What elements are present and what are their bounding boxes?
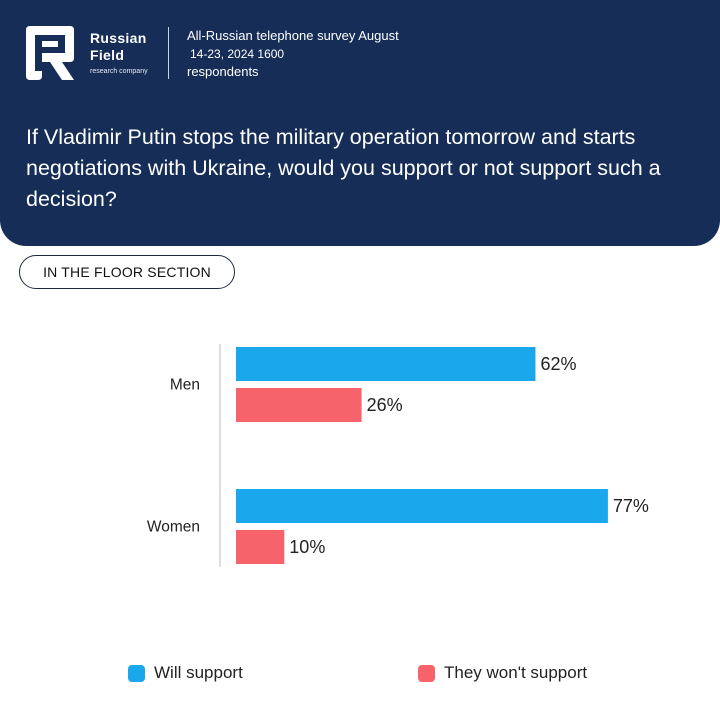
brand-name-line1: Russian (90, 30, 147, 46)
legend-label-support: Will support (154, 663, 243, 682)
category-label-men: Men (170, 377, 200, 394)
survey-info-line1: All-Russian telephone survey August (187, 28, 399, 43)
bar-women-oppose (236, 530, 285, 564)
brand-text: Russian Field research company (90, 30, 148, 77)
legend-swatch-support (128, 664, 145, 682)
bar-women-support (236, 489, 608, 523)
legend-item-support: Will support (128, 663, 243, 683)
value-label-men-oppose: 26% (367, 395, 403, 415)
value-label-women-support: 77% (613, 496, 649, 516)
bar-men-oppose (236, 388, 362, 422)
survey-question: If Vladimir Putin stops the military ope… (26, 125, 661, 211)
survey-info-line3: respondents (187, 64, 259, 79)
russian-field-logo-icon (26, 26, 74, 80)
bar-men-support (236, 347, 536, 381)
value-label-men-support: 62% (540, 354, 576, 374)
section-label-pill: IN THE FLOOR SECTION (19, 255, 235, 289)
chart-legend: Will support They won't support (128, 663, 598, 687)
survey-info: All-Russian telephone survey August 14-2… (187, 27, 399, 81)
legend-item-oppose: They won't support (418, 663, 587, 683)
value-label-women-oppose: 10% (289, 537, 325, 557)
brand-tagline: research company (90, 68, 148, 75)
legend-swatch-oppose (418, 664, 435, 682)
header-banner: Russian Field research company All-Russi… (0, 0, 720, 246)
category-label-women: Women (147, 519, 200, 536)
header-divider (168, 27, 169, 79)
survey-info-line2: 14-23, 2024 1600 (190, 47, 285, 61)
bar-chart: Men 62% 26% Women 77% 10% (147, 344, 649, 567)
legend-label-oppose: They won't support (444, 663, 588, 682)
brand-name-line2: Field (90, 47, 125, 63)
